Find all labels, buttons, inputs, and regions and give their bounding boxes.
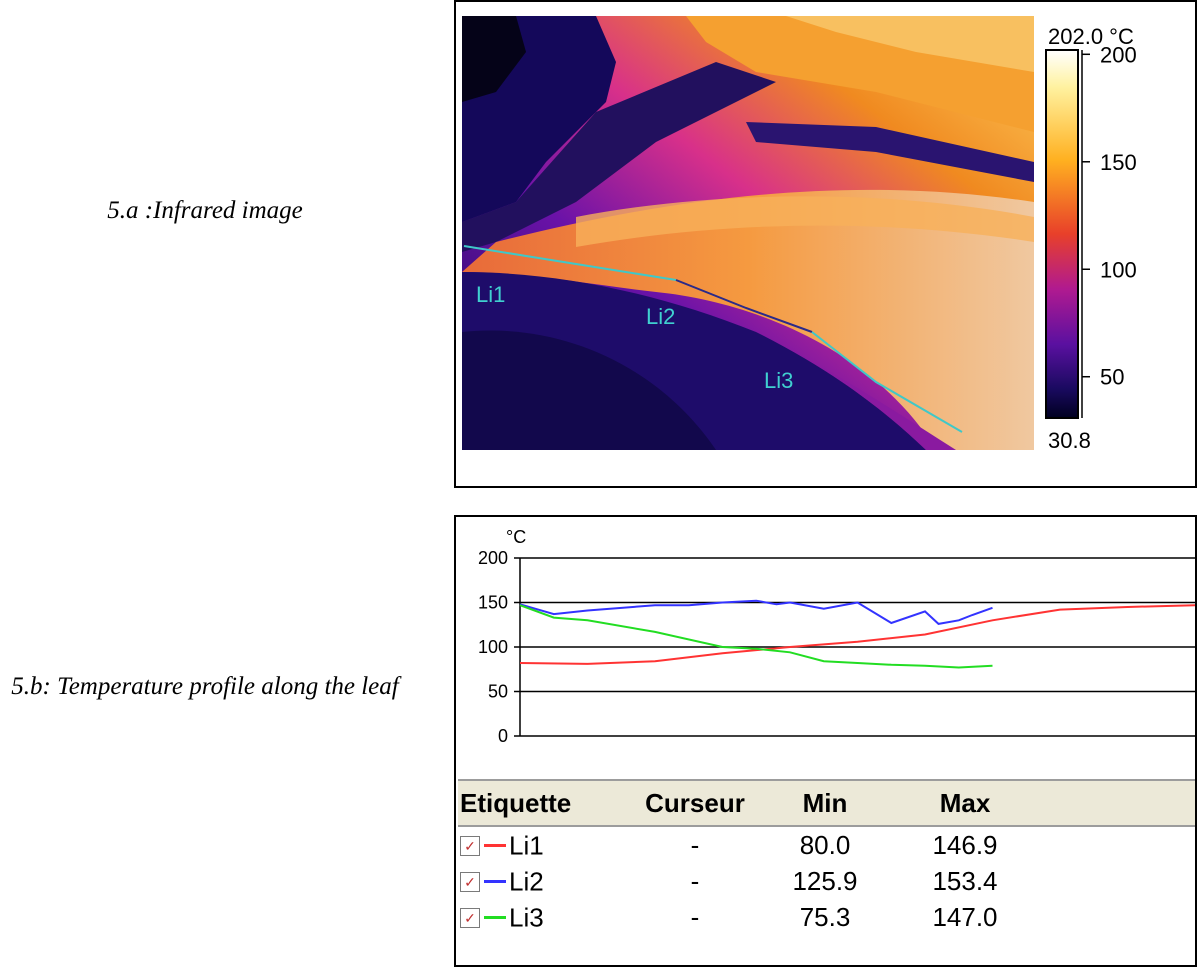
max-li2: 153.4 (932, 865, 998, 896)
header-curseur[interactable]: Curseur (630, 779, 760, 827)
checkbox-li3[interactable]: ✓ (460, 907, 480, 928)
scale-tick-label-100: 100 (1100, 257, 1137, 282)
ir-label-li3: Li3 (764, 368, 793, 393)
swatch-li2 (484, 880, 506, 884)
scale-tick-label-200: 200 (1100, 42, 1137, 67)
chart-series (519, 599, 1195, 669)
label-li3: Li3 (509, 902, 544, 933)
cursor-li2: - (690, 865, 700, 896)
label-li2: Li2 (509, 866, 544, 897)
infrared-image-caption: 5.a :Infrared image (107, 197, 303, 224)
temperature-profile-panel: °C 200 150 100 50 0 Etiquette Curseur Min Ma… (454, 515, 1197, 967)
scale-tick-label-150: 150 (1100, 150, 1137, 175)
profile-chart: °C 200 150 100 50 0 (478, 527, 1195, 746)
legend-row-li3: ✓ Li3 - 75.3 147.0 (458, 899, 1195, 935)
checkbox-li1[interactable]: ✓ (460, 835, 480, 856)
header-spacer (1040, 779, 1195, 827)
header-min[interactable]: Min (760, 779, 890, 827)
y-tick-label-0: 0 (498, 726, 508, 746)
infrared-image: Li1 Li2 Li3 200 150 100 50 202.0 °C 30.8 (462, 16, 1137, 453)
cursor-li3: - (690, 901, 700, 932)
ir-label-li2: Li2 (646, 304, 675, 329)
ir-line-li1 (463, 245, 677, 281)
color-scale-ticks: 200 150 100 50 (1082, 42, 1137, 390)
chart-grid (514, 557, 1195, 737)
series-line-li2 (519, 599, 993, 625)
color-scale-bar (1045, 49, 1079, 419)
infrared-image-panel: Li1 Li2 Li3 200 150 100 50 202.0 °C 30.8 (454, 0, 1197, 488)
ir-line-li3 (811, 331, 963, 433)
y-tick-label-100: 100 (478, 637, 508, 657)
temperature-profile-caption: 5.b: Temperature profile along the leaf (11, 673, 399, 700)
max-li3: 147.0 (932, 901, 998, 932)
color-scale-min-label: 30.8 (1048, 428, 1091, 453)
series-line-li1 (519, 604, 1195, 665)
y-tick-label-200: 200 (478, 548, 508, 568)
min-li1: 80.0 (799, 829, 851, 860)
legend-row-li1: ✓ Li1 - 80.0 146.9 (458, 826, 1195, 863)
header-etiquette[interactable]: Etiquette (458, 779, 630, 827)
color-scale-max-label: 202.0 °C (1048, 24, 1134, 49)
y-tick-label-150: 150 (478, 593, 508, 613)
y-tick-label-50: 50 (488, 682, 508, 702)
cursor-li1: - (690, 829, 700, 860)
min-li3: 75.3 (799, 901, 851, 932)
series-line-li3 (519, 604, 993, 669)
legend-table: Etiquette Curseur Min Max ✓ Li1 - 80.0 14… (458, 779, 1195, 935)
legend-header-row: Etiquette Curseur Min Max (458, 779, 1195, 827)
checkbox-li2[interactable]: ✓ (460, 871, 480, 892)
scale-tick-label-50: 50 (1100, 365, 1124, 390)
y-axis-unit: °C (506, 527, 526, 547)
ir-line-li2 (675, 279, 813, 333)
label-li1: Li1 (509, 830, 544, 861)
max-li1: 146.9 (932, 829, 998, 860)
ir-label-li1: Li1 (476, 282, 505, 307)
legend-row-li2: ✓ Li2 - 125.9 153.4 (458, 863, 1195, 899)
swatch-li3 (484, 916, 506, 920)
y-tick-labels: 200 150 100 50 0 (478, 548, 508, 746)
thermal-scene (462, 16, 1034, 450)
min-li2: 125.9 (792, 865, 858, 896)
header-max[interactable]: Max (890, 779, 1040, 827)
swatch-li1 (484, 844, 506, 848)
